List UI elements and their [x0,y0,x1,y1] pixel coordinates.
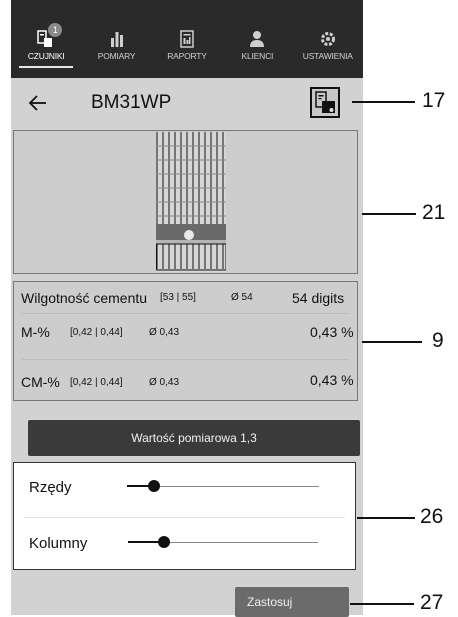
columns-slider-fill [128,541,164,543]
report-icon [177,30,197,48]
columns-slider-track[interactable] [128,542,318,543]
sensor-array-view [13,130,358,274]
rows-slider-knob[interactable] [148,480,160,492]
callout-21: 21 [422,201,446,224]
callout-27: 27 [420,591,444,614]
m-percent-range: [0,42 | 0,44] [70,327,123,338]
apply-button[interactable]: Zastosuj [235,587,349,617]
moisture-range: [53 | 55] [160,292,196,303]
divider [22,359,349,360]
rows-label: Rzędy [29,479,72,496]
nav-tab-pomiary[interactable]: POMIARY [82,30,152,61]
rows-slider-fill [127,485,154,487]
callout-line-26 [357,517,415,519]
m-percent-label: M-% [21,324,50,340]
callout-line-17 [352,101,415,103]
moisture-value: 54 digits [292,290,345,306]
top-navigation: 1 CZUJNIKI POMIARY [11,0,363,78]
nav-tab-czujniki[interactable]: 1 CZUJNIKI [11,23,81,68]
page-title: BM31WP [91,92,172,113]
back-arrow-icon[interactable] [27,92,49,114]
divider [22,313,349,314]
callout-line-21 [362,213,416,215]
callout-9: 9 [432,329,444,352]
moisture-average: Ø 54 [231,292,253,303]
callout-26: 26 [420,505,444,528]
nav-tab-label: POMIARY [97,51,136,61]
bar-chart-icon [107,30,127,48]
columns-label: Kolumny [29,535,88,552]
phone-screen: 1 CZUJNIKI POMIARY [11,0,363,615]
nav-tab-label: KLIENCI [241,51,274,61]
nav-tab-label: USTAWIENIA [302,51,353,61]
page-header: BM31WP [11,78,363,130]
readings-panel: Wilgotność cementu [53 | 55] Ø 54 54 dig… [13,281,358,401]
columns-slider-knob[interactable] [158,536,170,548]
m-percent-average: Ø 0,43 [149,327,180,338]
moisture-label: Wilgotność cementu [21,290,148,306]
cm-percent-row: CM-% [0,42 | 0,44] Ø 0,43 0,43 % [14,360,357,400]
grid-settings-panel: Rzędy Kolumny [13,462,356,570]
nav-tab-label: CZUJNIKI [27,51,65,61]
gear-icon [318,30,338,48]
sensor-device-icon: 1 [36,23,63,48]
callout-17: 17 [422,89,446,112]
nav-tab-raporty[interactable]: RAPORTY [152,30,222,61]
cm-percent-value: 0,43 % [310,372,354,388]
device-settings-button[interactable] [310,87,340,118]
nav-tab-ustawienia[interactable]: USTAWIENIA [293,30,363,61]
cm-percent-label: CM-% [21,374,60,390]
sensor-grid-image [156,132,226,272]
callout-line-9 [362,341,422,343]
nav-tab-klienci[interactable]: KLIENCI [222,30,292,61]
m-percent-row: M-% [0,42 | 0,44] Ø 0,43 0,43 % [14,314,357,358]
nav-tab-label: RAPORTY [167,51,207,61]
device-settings-icon [315,91,335,113]
measurement-value-button[interactable]: Wartość pomiarowa 1,3 [28,420,360,456]
m-percent-value: 0,43 % [310,324,354,340]
moisture-row: Wilgotność cementu [53 | 55] Ø 54 54 dig… [14,282,357,314]
notification-badge: 1 [48,23,63,37]
divider [24,517,345,518]
cm-percent-range: [0,42 | 0,44] [70,377,123,388]
cm-percent-average: Ø 0,43 [149,377,180,388]
rows-slider-track[interactable] [127,486,319,487]
person-icon [247,30,267,48]
callout-line-27 [350,603,414,605]
